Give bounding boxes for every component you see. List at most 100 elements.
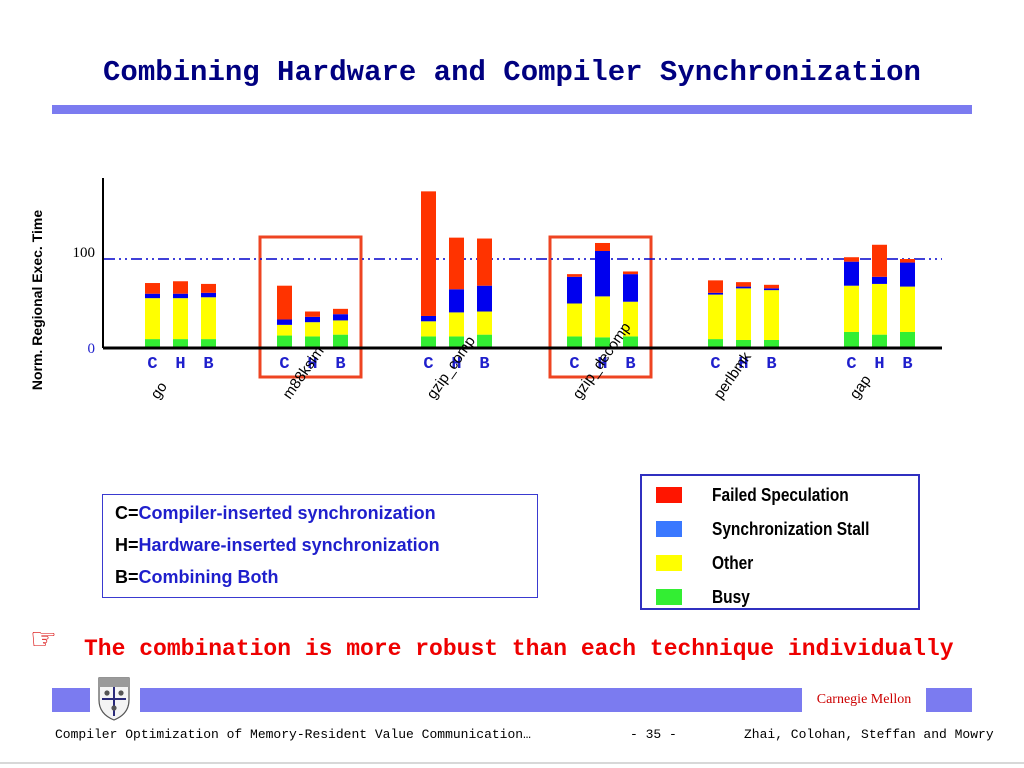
key-row-compiler: C=Compiler-inserted synchronization [115, 503, 436, 524]
y-tick-label-0: 0 [88, 341, 96, 357]
bar-perlbmk-H-other [736, 288, 751, 340]
variant-label-gzip_decomp-B: B [625, 355, 635, 374]
bar-gap-B-busy [900, 331, 915, 348]
variant-label-gzip_decomp-H: H [597, 355, 607, 374]
bar-gzip_decomp-H-busy [595, 337, 610, 348]
footer-authors: Zhai, Colohan, Steffan and Mowry [744, 727, 994, 742]
legend-label: Synchronization Stall [712, 518, 870, 539]
bar-gap-B-other [900, 286, 915, 332]
bar-gzip_comp-C-failed [421, 191, 436, 316]
bar-go-B-failed [201, 283, 216, 293]
key-description: Combining Both [138, 567, 279, 587]
legend-item-other: Other [656, 552, 760, 574]
variant-label-gzip_comp-H: H [451, 355, 461, 374]
bar-perlbmk-B-busy [764, 339, 779, 348]
title-rule [52, 105, 972, 114]
bar-perlbmk-H-failed [736, 282, 751, 287]
bar-gzip_decomp-B-failed [623, 271, 638, 275]
bar-m88ksim-B-stall [333, 314, 348, 321]
variant-label-m88ksim-C: C [279, 355, 289, 374]
y-axis-label: Norm. Regional Exec. Time [29, 210, 45, 390]
bar-go-H-failed [173, 281, 188, 294]
footer-bar [52, 688, 90, 712]
bar-gap-C-other [844, 285, 859, 332]
bar-m88ksim-H-other [305, 322, 320, 337]
variant-label-perlbmk-H: H [738, 355, 748, 374]
variant-label-go-B: B [203, 355, 213, 374]
bar-gap-H-busy [872, 334, 887, 348]
bar-gzip_comp-B-failed [477, 238, 492, 286]
variant-label-gzip_comp-B: B [479, 355, 489, 374]
key-row-hardware: H=Hardware-inserted synchronization [115, 535, 440, 556]
footer-page-number: - 35 - [630, 727, 677, 742]
key-letter: H= [115, 535, 139, 555]
bottom-rule [0, 762, 1024, 764]
bar-go-C-failed [145, 283, 160, 294]
chart-legend: Failed Speculation Synchronization Stall… [640, 474, 920, 610]
key-description: Hardware-inserted synchronization [138, 535, 440, 555]
bar-gap-H-other [872, 283, 887, 335]
legend-swatch-busy [656, 589, 682, 605]
bar-m88ksim-B-busy [333, 334, 348, 348]
bar-gzip_decomp-C-other [567, 303, 582, 337]
bar-go-H-stall [173, 293, 188, 299]
bar-gzip_decomp-H-failed [595, 242, 610, 251]
bar-perlbmk-C-stall [708, 292, 723, 295]
bar-go-C-busy [145, 339, 160, 348]
highlight-box-gzip_decomp [548, 235, 653, 379]
variant-label-go-C: C [147, 355, 157, 374]
bar-go-C-stall [145, 293, 160, 299]
highlight-box-m88ksim [258, 235, 363, 379]
category-label-gap: gap [846, 372, 874, 402]
bar-m88ksim-H-stall [305, 316, 320, 323]
bar-gzip_decomp-B-other [623, 301, 638, 337]
variant-label-gzip_decomp-C: C [569, 355, 579, 374]
bar-gzip_decomp-H-stall [595, 250, 610, 297]
legend-label: Busy [712, 586, 750, 607]
legend-swatch-synchronization-stall [656, 521, 682, 537]
bar-gzip_decomp-C-stall [567, 276, 582, 304]
bar-gap-H-stall [872, 276, 887, 284]
variant-label-perlbmk-C: C [710, 355, 720, 374]
legend-item-busy: Busy [656, 586, 756, 608]
bar-gzip_comp-B-busy [477, 334, 492, 348]
bar-go-H-other [173, 298, 188, 340]
bar-perlbmk-B-other [764, 290, 779, 340]
bar-m88ksim-C-stall [277, 319, 292, 325]
category-label-go: go [147, 379, 170, 402]
bar-m88ksim-H-failed [305, 311, 320, 317]
pointing-hand-icon: ☞ [30, 622, 57, 657]
key-description: Compiler-inserted synchronization [138, 503, 436, 523]
bar-m88ksim-B-failed [333, 308, 348, 315]
bar-gzip_decomp-B-busy [623, 336, 638, 348]
bar-gzip_comp-C-stall [421, 315, 436, 322]
bar-go-C-other [145, 298, 160, 340]
bar-m88ksim-B-other [333, 320, 348, 335]
footer-talk-title: Compiler Optimization of Memory-Resident… [55, 727, 531, 742]
bar-perlbmk-H-busy [736, 339, 751, 348]
variant-label-gap-H: H [874, 355, 884, 374]
bar-gzip_decomp-C-failed [567, 274, 582, 277]
variant-label-gap-B: B [902, 355, 912, 374]
variant-label-gzip_comp-C: C [423, 355, 433, 374]
y-tick-label-100: 100 [73, 245, 96, 261]
bar-gzip_comp-H-stall [449, 289, 464, 313]
bar-gzip_comp-H-other [449, 312, 464, 337]
bar-gap-C-stall [844, 261, 859, 286]
legend-item-synchronization-stall: Synchronization Stall [656, 518, 895, 540]
bar-m88ksim-H-busy [305, 336, 320, 348]
conclusion-text: The combination is more robust than each… [84, 636, 954, 662]
bar-gzip_decomp-H-other [595, 296, 610, 338]
variant-label-m88ksim-B: B [335, 355, 345, 374]
bar-perlbmk-C-failed [708, 280, 723, 293]
bar-perlbmk-H-stall [736, 286, 751, 289]
bar-gap-H-failed [872, 244, 887, 277]
bar-gzip_comp-H-busy [449, 336, 464, 348]
bar-gap-B-failed [900, 259, 915, 263]
bar-gzip_comp-H-failed [449, 237, 464, 290]
bar-gzip_decomp-B-stall [623, 274, 638, 302]
bar-m88ksim-C-busy [277, 335, 292, 348]
bar-gap-C-busy [844, 331, 859, 348]
bar-gzip_decomp-C-busy [567, 336, 582, 348]
